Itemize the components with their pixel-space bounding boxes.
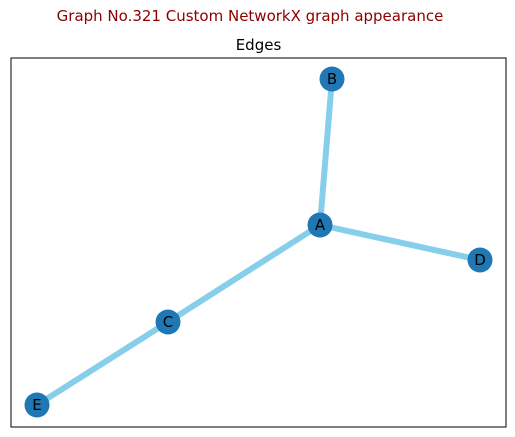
node-circle-b <box>319 66 345 92</box>
node-b: B <box>319 66 345 92</box>
node-e: E <box>24 392 50 418</box>
node-label-d: D <box>474 251 486 269</box>
edge-a-c <box>166 222 322 325</box>
node-d: D <box>467 247 493 273</box>
figure-suptitle: Graph No.321 Custom NetworkX graph appea… <box>56 7 444 25</box>
node-circle-c <box>155 309 181 335</box>
nodes-layer: A B C D E <box>24 66 493 418</box>
node-a: A <box>307 212 333 238</box>
node-circle-a <box>307 212 333 238</box>
node-circle-e <box>24 392 50 418</box>
node-label-c: C <box>163 313 173 331</box>
edge-a-b <box>317 78 335 226</box>
node-c: C <box>155 309 181 335</box>
edge-a-d <box>319 222 481 263</box>
node-label-e: E <box>32 396 41 414</box>
node-label-a: A <box>315 216 326 234</box>
node-circle-d <box>467 247 493 273</box>
edge-c-e <box>35 319 170 408</box>
node-label-b: B <box>327 70 337 88</box>
axes-title: Edges <box>235 36 282 54</box>
axes-frame <box>10 57 507 428</box>
edges-layer <box>35 78 481 408</box>
